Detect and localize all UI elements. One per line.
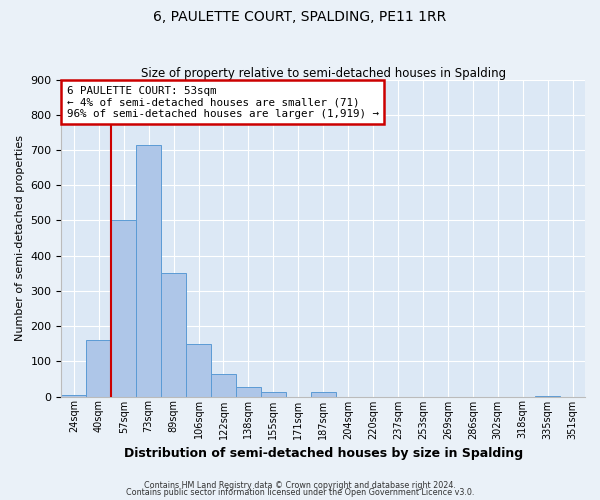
Bar: [136, 144, 161, 396]
Bar: [261, 392, 286, 396]
Bar: [186, 344, 211, 397]
Bar: [61, 395, 86, 396]
X-axis label: Distribution of semi-detached houses by size in Spalding: Distribution of semi-detached houses by …: [124, 447, 523, 460]
Text: 6 PAULETTE COURT: 53sqm
← 4% of semi-detached houses are smaller (71)
96% of sem: 6 PAULETTE COURT: 53sqm ← 4% of semi-det…: [67, 86, 379, 119]
Bar: [236, 386, 261, 396]
Text: Contains HM Land Registry data © Crown copyright and database right 2024.: Contains HM Land Registry data © Crown c…: [144, 480, 456, 490]
Bar: [86, 340, 111, 396]
Text: Contains public sector information licensed under the Open Government Licence v3: Contains public sector information licen…: [126, 488, 474, 497]
Bar: [161, 273, 186, 396]
Title: Size of property relative to semi-detached houses in Spalding: Size of property relative to semi-detach…: [140, 66, 506, 80]
Y-axis label: Number of semi-detached properties: Number of semi-detached properties: [15, 135, 25, 341]
Bar: [311, 392, 335, 396]
Bar: [111, 220, 136, 396]
Bar: [211, 374, 236, 396]
Text: 6, PAULETTE COURT, SPALDING, PE11 1RR: 6, PAULETTE COURT, SPALDING, PE11 1RR: [154, 10, 446, 24]
